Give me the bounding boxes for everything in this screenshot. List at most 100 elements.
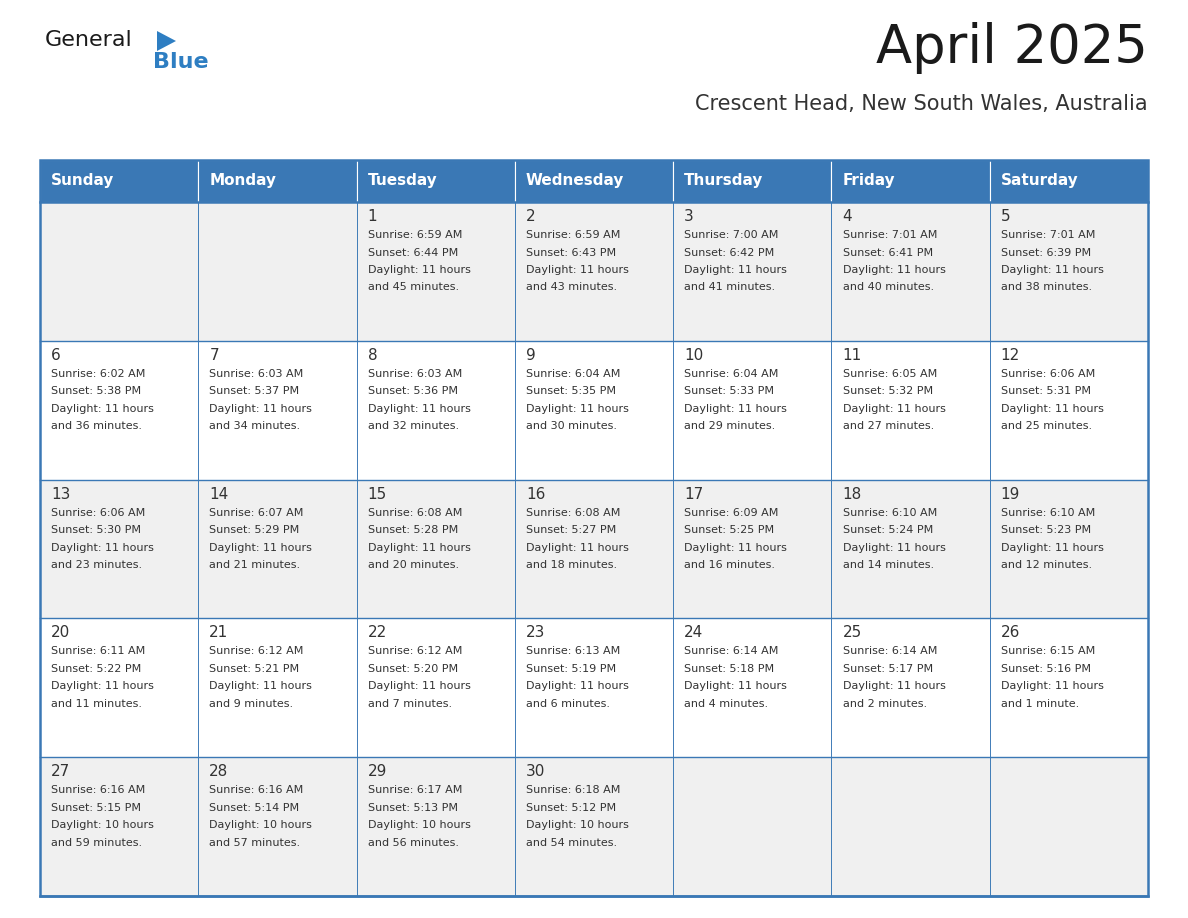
Text: and 59 minutes.: and 59 minutes. [51, 838, 143, 847]
Text: Sunrise: 7:01 AM: Sunrise: 7:01 AM [842, 230, 937, 240]
Text: and 56 minutes.: and 56 minutes. [367, 838, 459, 847]
Text: Daylight: 11 hours: Daylight: 11 hours [1000, 543, 1104, 553]
Text: and 6 minutes.: and 6 minutes. [526, 699, 609, 709]
Text: Sunrise: 7:01 AM: Sunrise: 7:01 AM [1000, 230, 1095, 240]
Bar [514, 341, 674, 479]
Text: Sunrise: 6:04 AM: Sunrise: 6:04 AM [684, 369, 778, 379]
Text: Daylight: 11 hours: Daylight: 11 hours [367, 543, 470, 553]
Text: Sunset: 6:43 PM: Sunset: 6:43 PM [526, 248, 617, 258]
Text: Daylight: 11 hours: Daylight: 11 hours [842, 681, 946, 691]
Bar [990, 202, 1148, 341]
Text: Daylight: 11 hours: Daylight: 11 hours [51, 404, 154, 414]
Text: Sunrise: 6:08 AM: Sunrise: 6:08 AM [526, 508, 620, 518]
Bar [198, 757, 356, 896]
Text: Monday: Monday [209, 174, 277, 188]
Text: 15: 15 [367, 487, 387, 501]
Text: 14: 14 [209, 487, 228, 501]
Bar [832, 202, 990, 341]
Bar [356, 479, 514, 619]
Text: Sunset: 5:20 PM: Sunset: 5:20 PM [367, 664, 457, 674]
Text: Daylight: 11 hours: Daylight: 11 hours [51, 543, 154, 553]
Text: Sunrise: 6:59 AM: Sunrise: 6:59 AM [526, 230, 620, 240]
Text: 13: 13 [51, 487, 70, 501]
Text: Sunset: 5:30 PM: Sunset: 5:30 PM [51, 525, 141, 535]
Text: Sunset: 6:44 PM: Sunset: 6:44 PM [367, 248, 457, 258]
Text: Sunset: 5:23 PM: Sunset: 5:23 PM [1000, 525, 1091, 535]
Text: Friday: Friday [842, 174, 895, 188]
Text: Daylight: 11 hours: Daylight: 11 hours [367, 681, 470, 691]
Text: and 1 minute.: and 1 minute. [1000, 699, 1079, 709]
Text: Sunset: 6:41 PM: Sunset: 6:41 PM [842, 248, 933, 258]
Text: and 57 minutes.: and 57 minutes. [209, 838, 301, 847]
Text: 27: 27 [51, 764, 70, 779]
Text: Sunset: 5:33 PM: Sunset: 5:33 PM [684, 386, 775, 397]
Text: Sunset: 5:22 PM: Sunset: 5:22 PM [51, 664, 141, 674]
Text: and 12 minutes.: and 12 minutes. [1000, 560, 1092, 570]
Bar [198, 202, 356, 341]
Text: Sunrise: 6:07 AM: Sunrise: 6:07 AM [209, 508, 304, 518]
Text: Sunset: 5:18 PM: Sunset: 5:18 PM [684, 664, 775, 674]
Text: 29: 29 [367, 764, 387, 779]
Text: 16: 16 [526, 487, 545, 501]
Text: Wednesday: Wednesday [526, 174, 625, 188]
Text: 7: 7 [209, 348, 219, 363]
Text: and 54 minutes.: and 54 minutes. [526, 838, 617, 847]
Text: and 18 minutes.: and 18 minutes. [526, 560, 617, 570]
Text: 30: 30 [526, 764, 545, 779]
Text: Blue: Blue [153, 52, 209, 72]
Text: Sunrise: 6:13 AM: Sunrise: 6:13 AM [526, 646, 620, 656]
Text: Sunset: 5:17 PM: Sunset: 5:17 PM [842, 664, 933, 674]
Text: 1: 1 [367, 209, 378, 224]
Text: and 25 minutes.: and 25 minutes. [1000, 421, 1092, 431]
Bar [514, 202, 674, 341]
Text: 18: 18 [842, 487, 861, 501]
Bar [40, 479, 198, 619]
Text: Sunrise: 6:14 AM: Sunrise: 6:14 AM [684, 646, 778, 656]
Text: and 40 minutes.: and 40 minutes. [842, 283, 934, 293]
Text: and 9 minutes.: and 9 minutes. [209, 699, 293, 709]
Bar [832, 160, 990, 202]
Text: and 14 minutes.: and 14 minutes. [842, 560, 934, 570]
Bar [356, 757, 514, 896]
Bar [674, 341, 832, 479]
Text: Sunrise: 6:03 AM: Sunrise: 6:03 AM [209, 369, 304, 379]
Bar [990, 479, 1148, 619]
Text: April 2025: April 2025 [876, 22, 1148, 74]
Text: Daylight: 11 hours: Daylight: 11 hours [526, 404, 628, 414]
Text: Daylight: 11 hours: Daylight: 11 hours [1000, 265, 1104, 275]
Text: 26: 26 [1000, 625, 1020, 641]
Text: Crescent Head, New South Wales, Australia: Crescent Head, New South Wales, Australi… [695, 94, 1148, 114]
Text: Sunrise: 6:09 AM: Sunrise: 6:09 AM [684, 508, 778, 518]
Text: and 27 minutes.: and 27 minutes. [842, 421, 934, 431]
Bar [514, 619, 674, 757]
Text: Daylight: 11 hours: Daylight: 11 hours [1000, 681, 1104, 691]
Text: 8: 8 [367, 348, 378, 363]
Text: 28: 28 [209, 764, 228, 779]
Text: and 20 minutes.: and 20 minutes. [367, 560, 459, 570]
Text: Sunrise: 6:12 AM: Sunrise: 6:12 AM [209, 646, 304, 656]
Text: Sunrise: 6:17 AM: Sunrise: 6:17 AM [367, 785, 462, 795]
Text: General: General [45, 30, 133, 50]
Text: Sunset: 5:35 PM: Sunset: 5:35 PM [526, 386, 615, 397]
Text: 19: 19 [1000, 487, 1020, 501]
Text: 20: 20 [51, 625, 70, 641]
Text: Sunset: 5:19 PM: Sunset: 5:19 PM [526, 664, 617, 674]
Text: Sunrise: 6:16 AM: Sunrise: 6:16 AM [51, 785, 145, 795]
Polygon shape [157, 31, 176, 51]
Text: 17: 17 [684, 487, 703, 501]
Bar [674, 202, 832, 341]
Text: Daylight: 11 hours: Daylight: 11 hours [842, 404, 946, 414]
Text: and 7 minutes.: and 7 minutes. [367, 699, 451, 709]
Text: and 2 minutes.: and 2 minutes. [842, 699, 927, 709]
Text: Sunset: 6:42 PM: Sunset: 6:42 PM [684, 248, 775, 258]
Bar [356, 202, 514, 341]
Bar [356, 341, 514, 479]
Text: Sunrise: 6:18 AM: Sunrise: 6:18 AM [526, 785, 620, 795]
Text: Sunset: 5:36 PM: Sunset: 5:36 PM [367, 386, 457, 397]
Bar [356, 160, 514, 202]
Text: Sunset: 5:31 PM: Sunset: 5:31 PM [1000, 386, 1091, 397]
Bar [40, 160, 198, 202]
Text: 21: 21 [209, 625, 228, 641]
Text: Sunset: 5:12 PM: Sunset: 5:12 PM [526, 802, 617, 812]
Text: Sunset: 5:25 PM: Sunset: 5:25 PM [684, 525, 775, 535]
